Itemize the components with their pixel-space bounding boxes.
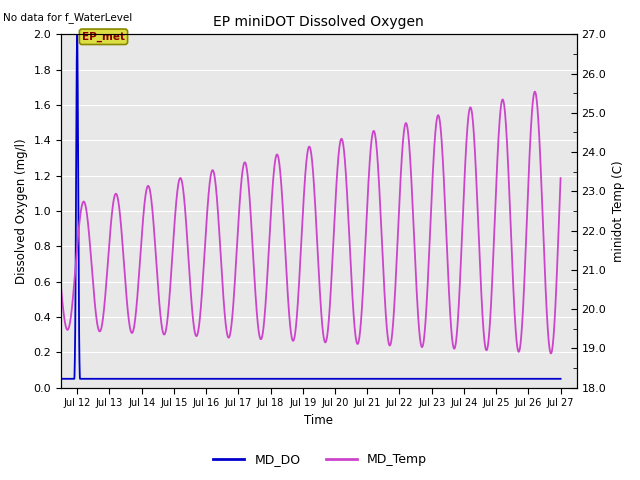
Y-axis label: minidot Temp (C): minidot Temp (C) bbox=[612, 160, 625, 262]
Text: No data for f_WaterLevel: No data for f_WaterLevel bbox=[3, 12, 132, 23]
Y-axis label: Dissolved Oxygen (mg/l): Dissolved Oxygen (mg/l) bbox=[15, 138, 28, 284]
Text: EP_met: EP_met bbox=[82, 32, 125, 42]
Legend: MD_DO, MD_Temp: MD_DO, MD_Temp bbox=[208, 448, 432, 471]
Title: EP miniDOT Dissolved Oxygen: EP miniDOT Dissolved Oxygen bbox=[214, 15, 424, 29]
X-axis label: Time: Time bbox=[305, 414, 333, 427]
